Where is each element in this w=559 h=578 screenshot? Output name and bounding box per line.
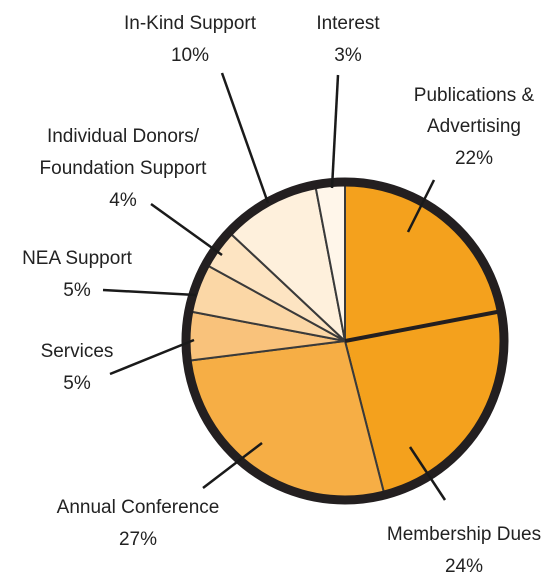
slice-labels: Publications & Advertising 22% Membership D… (22, 13, 541, 577)
slice-value-interest: 3% (334, 45, 362, 66)
slice-label-in-kind-support: In-Kind Support (124, 13, 257, 34)
slice-label-nea-support: NEA Support (22, 248, 133, 269)
slice-label-individual-donors-foundation-support: Foundation Support (40, 158, 208, 179)
leader-line-individual-donors-foundation-support (150, 202, 223, 257)
slice-value-individual-donors-foundation-support: 4% (109, 190, 137, 211)
slice-label-individual-donors-foundation-support: Individual Donors/ (47, 126, 200, 147)
leader-line-membership-dues (408, 446, 447, 501)
slice-label-membership-dues: Membership Dues (387, 524, 541, 545)
leader-line-in-kind-support (220, 72, 270, 204)
leader-lines (102, 72, 447, 501)
slice-label-publications-advertising: Publications & (414, 85, 535, 106)
slice-label-annual-conference: Annual Conference (57, 497, 220, 518)
leader-line-publications-advertising (406, 179, 436, 233)
slice-value-annual-conference: 27% (119, 529, 157, 550)
slice-value-publications-advertising: 22% (455, 148, 493, 169)
slice-label-publications-advertising: Advertising (427, 116, 521, 137)
leader-line-services (109, 338, 195, 376)
pie-slices (187, 183, 502, 498)
leader-line-annual-conference (202, 442, 263, 489)
leader-line-nea-support (102, 288, 197, 297)
slice-value-in-kind-support: 10% (171, 45, 209, 66)
pie-divider (344, 309, 499, 343)
leader-line-interest (330, 74, 340, 189)
slice-value-nea-support: 5% (63, 280, 91, 301)
slice-label-interest: Interest (316, 13, 380, 34)
slice-value-services: 5% (63, 373, 91, 394)
pie-border (181, 177, 509, 505)
slice-label-services: Services (41, 341, 114, 362)
slice-value-membership-dues: 24% (445, 556, 483, 577)
